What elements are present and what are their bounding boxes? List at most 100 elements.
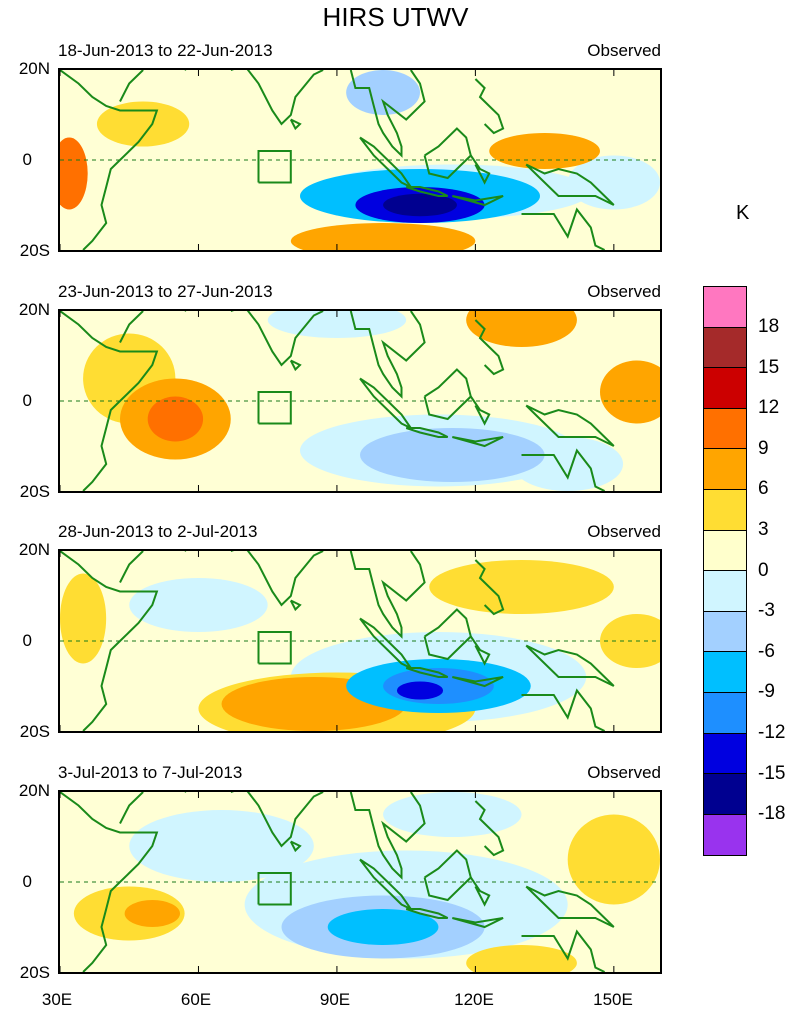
figure-title: HIRS UTWV	[322, 2, 469, 32]
anomaly-region	[124, 900, 180, 927]
anomaly-map	[60, 70, 660, 250]
anomaly-map	[60, 311, 660, 491]
colorbar-swatch	[704, 449, 746, 490]
coastline	[405, 908, 449, 919]
colorbar-swatch	[704, 571, 746, 612]
anomaly-region	[147, 396, 204, 442]
anomaly-region	[346, 70, 421, 115]
ytick-label: 0	[22, 150, 32, 169]
coastline	[452, 917, 504, 929]
coastline	[230, 70, 324, 126]
coastline	[525, 404, 615, 447]
colorbar	[703, 286, 747, 857]
panel-date-range: 23-Jun-2013 to 27-Jun-2013	[58, 282, 273, 301]
colorbar-swatch	[704, 489, 746, 531]
panel-label: Observed	[587, 41, 661, 60]
anomaly-region	[600, 360, 660, 424]
colorbar-tick-label: 12	[758, 397, 780, 419]
coastline	[289, 599, 302, 612]
ytick-label: 20N	[18, 59, 50, 78]
coastline	[521, 688, 606, 731]
colorbar-swatch	[704, 611, 746, 653]
coastline	[349, 551, 426, 639]
colorbar-tick-label: 9	[758, 437, 769, 459]
coastline	[230, 551, 324, 607]
panel-label: Observed	[587, 282, 661, 301]
colorbar-tick-label: -15	[758, 762, 786, 784]
coastline	[230, 311, 324, 367]
colorbar-swatch	[704, 774, 746, 815]
ytick-label: 20N	[18, 300, 50, 319]
anomaly-map	[60, 792, 660, 972]
coastline	[469, 876, 491, 907]
anomaly-region	[129, 578, 268, 632]
ytick-label: 20S	[19, 241, 50, 260]
colorbar-tick-label: 18	[758, 316, 780, 337]
coastline	[405, 186, 449, 197]
coastline	[60, 311, 159, 491]
coastline	[349, 70, 426, 158]
coastline	[469, 154, 491, 185]
xtick-label: 90E	[319, 990, 351, 1009]
coastline	[474, 800, 505, 857]
map-panel	[58, 68, 662, 252]
ytick-label: 0	[22, 391, 32, 410]
anomaly-region	[290, 223, 476, 250]
coastline	[452, 676, 504, 688]
colorbar-tick-label: -6	[758, 640, 775, 662]
map-panel	[58, 790, 662, 974]
anomaly-region	[60, 137, 88, 210]
colorbar-tick-label: 3	[758, 519, 769, 540]
coastline	[469, 635, 491, 666]
coastline	[474, 78, 505, 135]
coastline	[60, 792, 159, 972]
colorbar-tick-label: -18	[758, 803, 786, 825]
colorbar-tick-label: 0	[758, 559, 769, 581]
panel-date-range: 3-Jul-2013 to 7-Jul-2013	[58, 763, 243, 782]
map-panel	[58, 309, 662, 493]
ytick-label: 20S	[19, 482, 50, 501]
ytick-label: 20S	[19, 722, 50, 741]
anomaly-region	[96, 101, 190, 147]
colorbar-tick-label: 15	[758, 356, 780, 378]
coastline	[119, 70, 144, 102]
region-box	[257, 631, 292, 665]
ytick-label: 20N	[18, 781, 50, 800]
xtick-label: 150E	[593, 990, 633, 1009]
coastline	[474, 319, 505, 376]
anomaly-region	[489, 133, 600, 169]
coastline	[452, 195, 504, 207]
ytick-label: 0	[22, 872, 32, 891]
anomaly-region	[429, 560, 614, 614]
coastline	[525, 644, 615, 687]
ytick-label: 20N	[18, 540, 50, 559]
anomaly-region	[129, 810, 314, 882]
colorbar-swatch	[704, 408, 746, 450]
coastline	[60, 70, 159, 250]
region-box	[257, 150, 292, 184]
anomaly-region	[60, 573, 107, 664]
panel-label: Observed	[587, 763, 661, 782]
coastline	[289, 840, 302, 853]
coastline	[119, 792, 144, 824]
region-box	[257, 391, 292, 425]
colorbar-tick-label: -9	[758, 681, 775, 703]
coastline	[349, 311, 426, 399]
coastline	[119, 311, 144, 343]
coastline	[289, 118, 302, 131]
coastline	[521, 448, 606, 491]
coastline	[119, 551, 144, 583]
colorbar-swatch	[704, 327, 746, 369]
coastline	[405, 427, 449, 438]
coastline	[230, 792, 324, 848]
colorbar-swatch	[704, 287, 746, 328]
anomaly-region	[466, 311, 577, 347]
coastline	[469, 395, 491, 426]
anomaly-region	[383, 193, 457, 217]
colorbar-swatch	[704, 652, 746, 693]
anomaly-region	[267, 311, 407, 338]
colorbar-swatch	[704, 814, 746, 856]
map-panel	[58, 549, 662, 733]
coastline	[521, 207, 606, 250]
xtick-label: 120E	[454, 990, 494, 1009]
